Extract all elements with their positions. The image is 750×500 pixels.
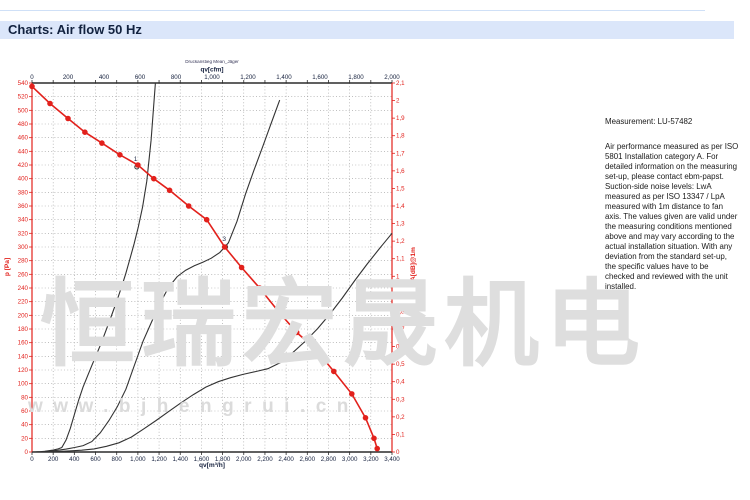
svg-text:120: 120 (18, 367, 29, 374)
svg-text:280: 280 (18, 258, 29, 265)
svg-text:200: 200 (18, 312, 29, 319)
svg-text:100: 100 (18, 381, 29, 388)
svg-text:3,400: 3,400 (384, 456, 400, 463)
svg-text:qv[cfm]: qv[cfm] (200, 66, 223, 73)
svg-text:1,400: 1,400 (276, 74, 292, 81)
svg-text:400: 400 (99, 74, 110, 81)
svg-text:400: 400 (18, 176, 29, 183)
svg-text:200: 200 (48, 456, 59, 463)
svg-text:40: 40 (21, 422, 28, 429)
svg-text:400: 400 (69, 456, 80, 463)
svg-text:0: 0 (25, 449, 29, 456)
svg-text:1,3: 1,3 (396, 221, 405, 228)
svg-text:1,1: 1,1 (396, 256, 405, 263)
svg-text:2,400: 2,400 (278, 456, 294, 463)
svg-text:Druckanstieg Mean_Jäger: Druckanstieg Mean_Jäger (185, 60, 239, 64)
svg-text:800: 800 (112, 456, 123, 463)
svg-text:0,4: 0,4 (396, 379, 405, 386)
svg-text:3,000: 3,000 (342, 456, 358, 463)
svg-text:420: 420 (18, 162, 29, 169)
svg-text:200: 200 (63, 74, 74, 81)
svg-text:3: 3 (223, 237, 227, 243)
svg-text:380: 380 (18, 189, 29, 196)
svg-text:1,800: 1,800 (348, 74, 364, 81)
svg-text:320: 320 (18, 230, 29, 237)
svg-text:1,200: 1,200 (151, 456, 167, 463)
svg-text:500: 500 (18, 107, 29, 114)
svg-text:800: 800 (171, 74, 182, 81)
svg-text:1,7: 1,7 (396, 150, 405, 157)
svg-text:220: 220 (18, 299, 29, 306)
svg-text:440: 440 (18, 148, 29, 155)
svg-text:1,2: 1,2 (396, 238, 405, 245)
svg-text:1,400: 1,400 (172, 456, 188, 463)
svg-text:1: 1 (134, 157, 138, 163)
svg-text:2,000: 2,000 (236, 456, 252, 463)
svg-text:600: 600 (90, 456, 101, 463)
svg-text:540: 540 (18, 80, 29, 87)
svg-text:1,000: 1,000 (204, 74, 220, 81)
svg-text:2,800: 2,800 (321, 456, 337, 463)
svg-text:600: 600 (135, 74, 146, 81)
svg-text:2,200: 2,200 (257, 456, 273, 463)
svg-text:180: 180 (18, 326, 29, 333)
svg-text:1,5: 1,5 (396, 185, 405, 192)
svg-text:160: 160 (18, 340, 29, 347)
svg-text:0,1: 0,1 (396, 431, 405, 438)
svg-text:3,200: 3,200 (363, 456, 379, 463)
svg-text:2: 2 (396, 98, 400, 105)
svg-text:340: 340 (18, 217, 29, 224)
svg-text:2,600: 2,600 (300, 456, 316, 463)
svg-text:p [Pa]: p [Pa] (4, 258, 11, 276)
svg-text:140: 140 (18, 353, 29, 360)
svg-text:0: 0 (30, 74, 34, 81)
svg-text:520: 520 (18, 94, 29, 101)
svg-text:20: 20 (21, 435, 28, 442)
svg-text:1,8: 1,8 (396, 133, 405, 140)
svg-text:2,1: 2,1 (396, 80, 405, 87)
svg-text:300: 300 (18, 244, 29, 251)
svg-text:360: 360 (18, 203, 29, 210)
svg-text:1,200: 1,200 (240, 74, 256, 81)
svg-text:1,9: 1,9 (396, 115, 405, 122)
svg-text:0: 0 (30, 456, 34, 463)
svg-text:1,000: 1,000 (130, 456, 146, 463)
svg-text:240: 240 (18, 285, 29, 292)
svg-text:1,600: 1,600 (312, 74, 328, 81)
svg-text:480: 480 (18, 121, 29, 128)
svg-text:1,6: 1,6 (396, 168, 405, 175)
svg-text:260: 260 (18, 271, 29, 278)
svg-text:0: 0 (396, 449, 400, 456)
svg-text:1,4: 1,4 (396, 203, 405, 210)
svg-text:qv[m³/h]: qv[m³/h] (199, 462, 225, 469)
svg-text:460: 460 (18, 135, 29, 142)
